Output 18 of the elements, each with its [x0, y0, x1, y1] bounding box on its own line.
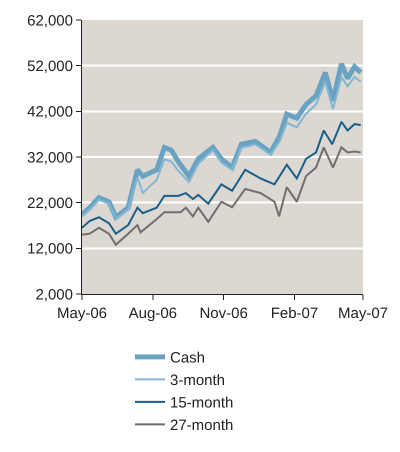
x-tick-label: May-06 [56, 305, 108, 322]
x-tick-label: Feb-07 [270, 305, 318, 322]
line-series [82, 146, 362, 246]
x-tick-label: Aug-06 [128, 305, 178, 322]
y-tick-label: 2,000 [35, 286, 73, 304]
y-tick-label: 32,000 [27, 149, 73, 166]
y-tick-label: 22,000 [27, 194, 73, 212]
line-series [82, 120, 362, 235]
legend-label: 15-month [170, 394, 234, 412]
y-tick-label: 42,000 [27, 104, 73, 121]
x-tick-label: May-07 [338, 305, 388, 322]
legend-label: 3-month [170, 372, 226, 390]
y-tick-label: 12,000 [27, 240, 73, 258]
y-tick-label: 52,000 [27, 58, 73, 75]
x-tick-label: Nov-06 [199, 305, 248, 322]
legend-label: 27-month [170, 417, 234, 434]
y-tick-label: 62,000 [27, 12, 73, 30]
legend-label: Cash [170, 350, 206, 367]
